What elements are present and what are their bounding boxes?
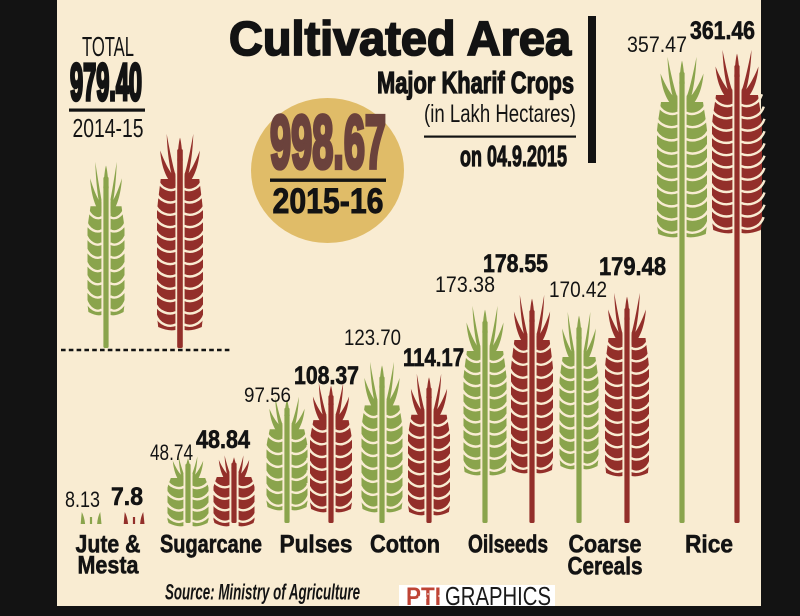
- svg-text:Cotton: Cotton: [370, 531, 440, 559]
- svg-text:114.17: 114.17: [403, 343, 464, 372]
- svg-text:GRAPHICS: GRAPHICS: [445, 582, 551, 611]
- svg-text:179.48: 179.48: [599, 254, 666, 282]
- svg-text:Cultivated Area: Cultivated Area: [229, 13, 572, 67]
- svg-text:2015-16: 2015-16: [273, 181, 384, 220]
- svg-text:979.40: 979.40: [70, 52, 142, 111]
- svg-text:361.46: 361.46: [690, 16, 755, 44]
- svg-text:2014-15: 2014-15: [73, 113, 144, 143]
- svg-text:123.70: 123.70: [344, 327, 401, 351]
- svg-text:7.8: 7.8: [111, 483, 143, 511]
- svg-text:Oilseeds: Oilseeds: [468, 530, 548, 558]
- svg-text:(in Lakh Hectares): (in Lakh Hectares): [424, 99, 576, 127]
- svg-text:Coarse: Coarse: [569, 530, 642, 558]
- svg-text:357.47: 357.47: [627, 33, 687, 57]
- svg-text:48.74: 48.74: [150, 441, 193, 465]
- svg-text:Pulses: Pulses: [280, 530, 353, 558]
- svg-text:Jute &: Jute &: [76, 530, 141, 558]
- svg-text:PTI: PTI: [406, 583, 441, 610]
- svg-text:108.37: 108.37: [294, 361, 359, 389]
- svg-text:48.84: 48.84: [196, 425, 250, 453]
- svg-text:170.42: 170.42: [549, 279, 607, 302]
- svg-text:TOTAL: TOTAL: [82, 31, 134, 62]
- svg-text:on 04.9.2015: on 04.9.2015: [460, 141, 567, 173]
- svg-text:Major Kharif Crops: Major Kharif Crops: [377, 65, 574, 99]
- svg-text:Rice: Rice: [685, 530, 733, 558]
- svg-text:97.56: 97.56: [244, 384, 291, 408]
- svg-text:Sugarcane: Sugarcane: [160, 529, 262, 558]
- svg-text:Source: Ministry of Agricultur: Source: Ministry of Agriculture: [165, 580, 360, 604]
- svg-text:Cereals: Cereals: [568, 552, 643, 580]
- svg-text:998.67: 998.67: [270, 100, 386, 185]
- svg-text:8.13: 8.13: [65, 488, 100, 512]
- svg-text:173.38: 173.38: [435, 273, 495, 297]
- svg-text:178.55: 178.55: [483, 249, 548, 277]
- svg-text:Mesta: Mesta: [78, 551, 140, 579]
